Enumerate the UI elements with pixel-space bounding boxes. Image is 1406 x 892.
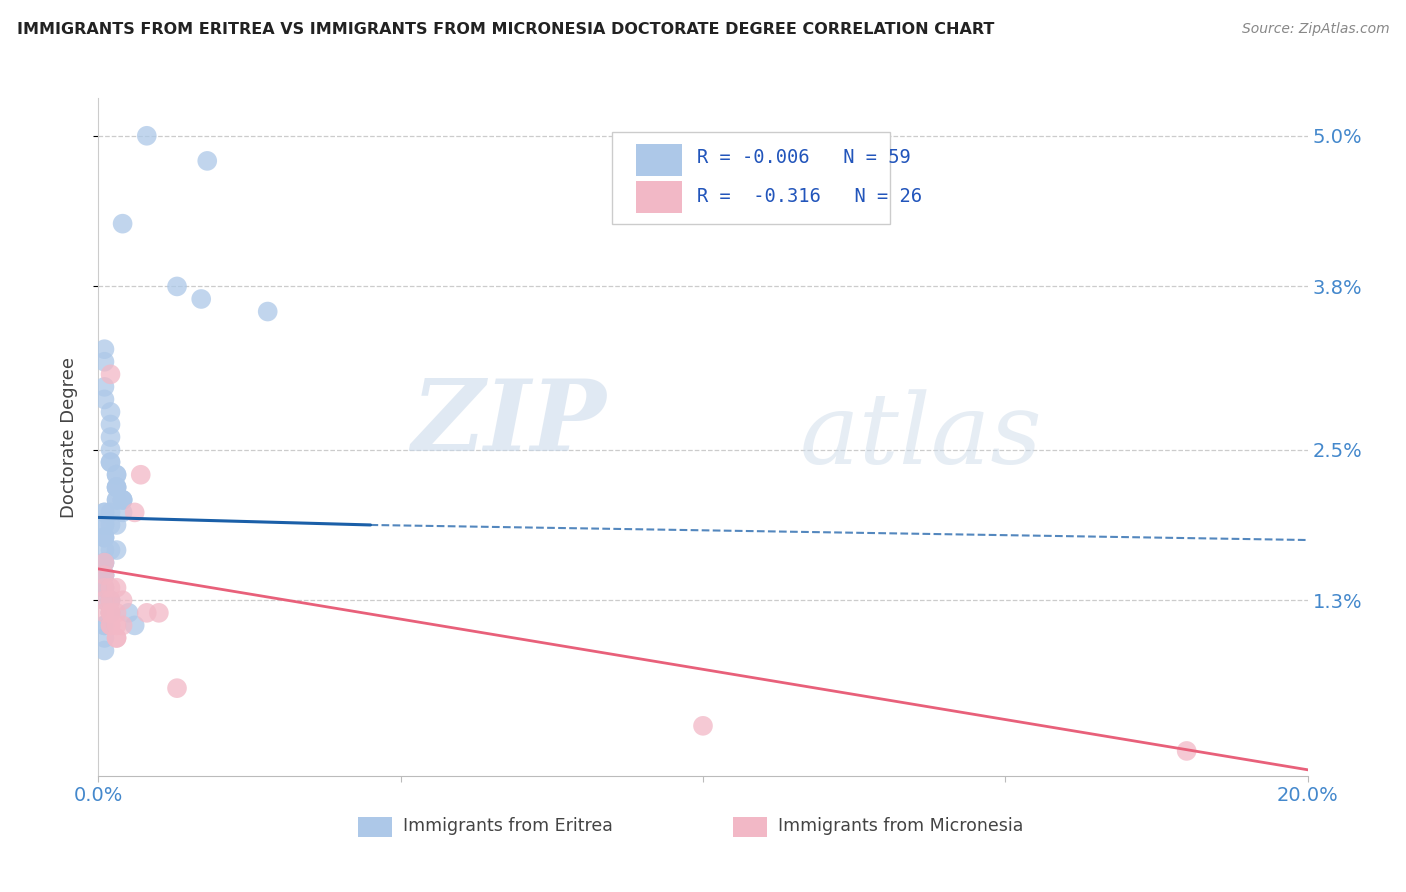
Point [93,581,115,595]
Point [93,593,115,607]
Point [93,643,115,657]
Point [100,430,122,444]
Point [129,467,152,482]
Point [93,392,115,407]
Point [118,606,141,620]
Point [100,618,122,632]
Point [93,518,115,533]
Text: ZIP: ZIP [412,376,606,472]
Point [93,606,115,620]
Point [93,505,115,519]
Text: atlas: atlas [800,390,1042,484]
Point [100,518,122,533]
Point [105,618,128,632]
Point [93,581,115,595]
Text: Immigrants from Eritrea: Immigrants from Eritrea [404,816,613,835]
Point [100,606,122,620]
Point [100,593,122,607]
Point [105,631,128,645]
FancyBboxPatch shape [613,132,890,224]
Point [100,618,122,632]
Point [100,417,122,432]
Point [93,618,115,632]
Point [124,618,146,632]
Point [93,631,115,645]
Text: R = -0.006   N = 59: R = -0.006 N = 59 [697,148,911,168]
Point [93,355,115,369]
Point [100,593,122,607]
Point [135,606,157,620]
Point [93,581,115,595]
Point [93,505,115,519]
Point [93,568,115,582]
Point [93,531,115,545]
Point [93,568,115,582]
Point [692,719,714,733]
Text: Immigrants from Micronesia: Immigrants from Micronesia [778,816,1024,835]
Point [100,455,122,469]
Text: R =  -0.316   N = 26: R = -0.316 N = 26 [697,187,922,206]
Point [93,556,115,570]
Point [111,492,134,507]
Point [105,631,128,645]
Point [111,505,134,519]
Point [93,568,115,582]
Point [166,279,188,293]
Point [100,606,122,620]
Bar [359,817,392,837]
Point [111,492,134,507]
Point [93,531,115,545]
Point [100,581,122,595]
Y-axis label: Doctorate Degree: Doctorate Degree [59,357,77,517]
Point [105,543,128,558]
Point [100,505,122,519]
Point [105,480,128,494]
Point [105,467,128,482]
Bar [734,817,768,837]
Point [100,405,122,419]
Text: IMMIGRANTS FROM ERITREA VS IMMIGRANTS FROM MICRONESIA DOCTORATE DEGREE CORRELATI: IMMIGRANTS FROM ERITREA VS IMMIGRANTS FR… [17,22,994,37]
Point [93,556,115,570]
Point [1175,744,1198,758]
Point [135,128,157,143]
Point [93,593,115,607]
Point [190,292,212,306]
Point [166,681,188,695]
Point [124,505,146,519]
Point [93,618,115,632]
Point [148,606,170,620]
Point [93,518,115,533]
Point [100,606,122,620]
Point [100,606,122,620]
Bar [637,181,682,213]
Point [256,304,278,318]
Point [111,618,134,632]
Point [105,581,128,595]
Point [100,593,122,607]
Point [100,606,122,620]
Point [93,556,115,570]
Point [105,480,128,494]
Point [105,480,128,494]
Point [93,568,115,582]
Point [100,368,122,382]
Point [93,342,115,356]
Point [105,492,128,507]
Point [111,217,134,231]
Bar [637,144,682,176]
Point [105,467,128,482]
Point [111,593,134,607]
Point [100,455,122,469]
Point [105,518,128,533]
Text: Source: ZipAtlas.com: Source: ZipAtlas.com [1241,22,1389,37]
Point [111,492,134,507]
Point [100,442,122,457]
Point [195,153,218,168]
Point [93,380,115,394]
Point [93,543,115,558]
Point [93,531,115,545]
Point [100,543,122,558]
Point [105,606,128,620]
Point [105,492,128,507]
